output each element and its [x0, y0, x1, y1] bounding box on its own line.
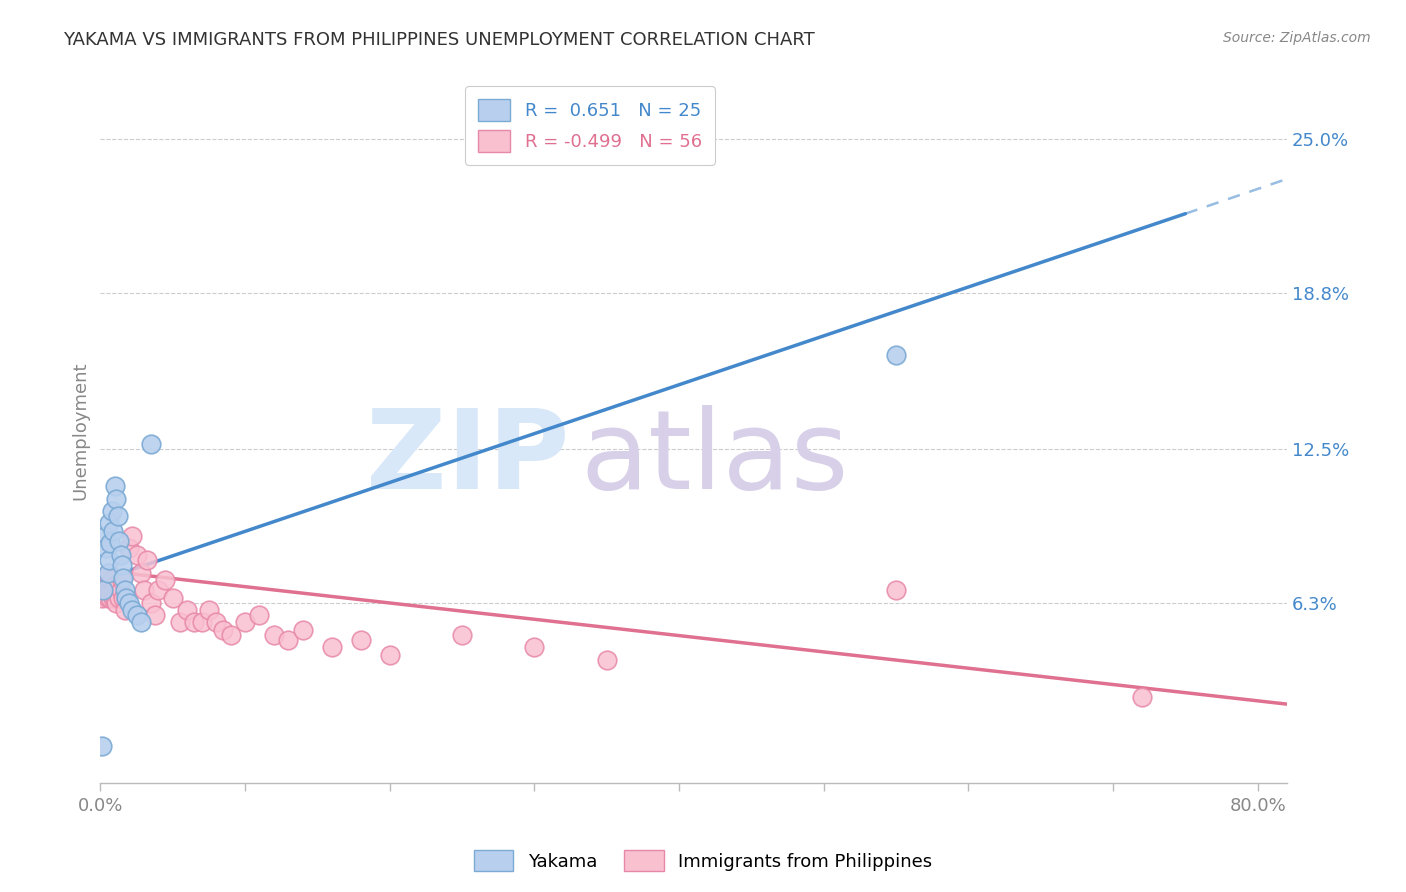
- Point: [105, 491, 128, 506]
- Point: [100, 591, 122, 605]
- Point: [111, 558, 134, 573]
- Y-axis label: Unemployment: Unemployment: [72, 361, 89, 500]
- Point: [115, 591, 138, 605]
- Point: [91, 578, 114, 592]
- Point: [103, 583, 125, 598]
- Point: [451, 628, 474, 642]
- Point: [219, 628, 242, 642]
- Point: [94, 541, 117, 555]
- Text: Source: ZipAtlas.com: Source: ZipAtlas.com: [1223, 31, 1371, 45]
- Point: [94, 583, 117, 598]
- Point: [103, 524, 125, 538]
- Point: [98, 574, 121, 588]
- Point: [350, 632, 373, 647]
- Text: atlas: atlas: [581, 405, 849, 512]
- Point: [162, 591, 184, 605]
- Point: [90, 591, 112, 605]
- Point: [104, 479, 127, 493]
- Point: [108, 533, 131, 548]
- Point: [108, 591, 131, 605]
- Point: [101, 504, 124, 518]
- Point: [129, 566, 152, 580]
- Point: [110, 583, 132, 598]
- Point: [98, 566, 121, 580]
- Point: [100, 536, 122, 550]
- Point: [139, 596, 162, 610]
- Point: [291, 623, 314, 637]
- Point: [233, 615, 256, 630]
- Point: [118, 596, 141, 610]
- Point: [118, 541, 141, 555]
- Point: [115, 591, 138, 605]
- Point: [104, 578, 127, 592]
- Legend: Yakama, Immigrants from Philippines: Yakama, Immigrants from Philippines: [467, 843, 939, 879]
- Point: [277, 632, 299, 647]
- Legend: R =  0.651   N = 25, R = -0.499   N = 56: R = 0.651 N = 25, R = -0.499 N = 56: [465, 87, 714, 165]
- Point: [135, 553, 157, 567]
- Point: [132, 583, 155, 598]
- Point: [112, 591, 135, 605]
- Point: [114, 583, 136, 598]
- Point: [596, 652, 619, 666]
- Point: [263, 628, 285, 642]
- Point: [212, 623, 235, 637]
- Point: [884, 583, 907, 598]
- Point: [101, 574, 124, 588]
- Point: [97, 566, 120, 580]
- Point: [90, 739, 112, 754]
- Point: [93, 574, 115, 588]
- Point: [183, 615, 205, 630]
- Point: [107, 578, 129, 592]
- Point: [249, 607, 271, 622]
- Point: [93, 529, 115, 543]
- Point: [110, 549, 132, 563]
- Point: [121, 603, 143, 617]
- Point: [143, 607, 166, 622]
- Point: [125, 607, 148, 622]
- Point: [121, 529, 143, 543]
- Point: [129, 615, 152, 630]
- Text: ZIP: ZIP: [366, 405, 569, 512]
- Point: [169, 615, 191, 630]
- Point: [97, 578, 120, 592]
- Point: [176, 603, 198, 617]
- Text: YAKAMA VS IMMIGRANTS FROM PHILIPPINES UNEMPLOYMENT CORRELATION CHART: YAKAMA VS IMMIGRANTS FROM PHILIPPINES UN…: [63, 31, 815, 49]
- Point: [378, 648, 401, 662]
- Point: [101, 578, 124, 592]
- Point: [148, 583, 170, 598]
- Point: [139, 437, 162, 451]
- Point: [100, 583, 122, 598]
- Point: [97, 591, 120, 605]
- Point: [205, 615, 228, 630]
- Point: [114, 603, 136, 617]
- Point: [105, 596, 128, 610]
- Point: [155, 574, 177, 588]
- Point: [107, 508, 129, 523]
- Point: [104, 591, 127, 605]
- Point: [190, 615, 212, 630]
- Point: [884, 348, 907, 362]
- Point: [91, 583, 114, 598]
- Point: [111, 574, 134, 588]
- Point: [523, 640, 546, 654]
- Point: [98, 553, 121, 567]
- Point: [198, 603, 221, 617]
- Point: [98, 516, 121, 531]
- Point: [321, 640, 343, 654]
- Point: [112, 571, 135, 585]
- Point: [103, 591, 125, 605]
- Point: [1130, 690, 1153, 704]
- Point: [125, 549, 148, 563]
